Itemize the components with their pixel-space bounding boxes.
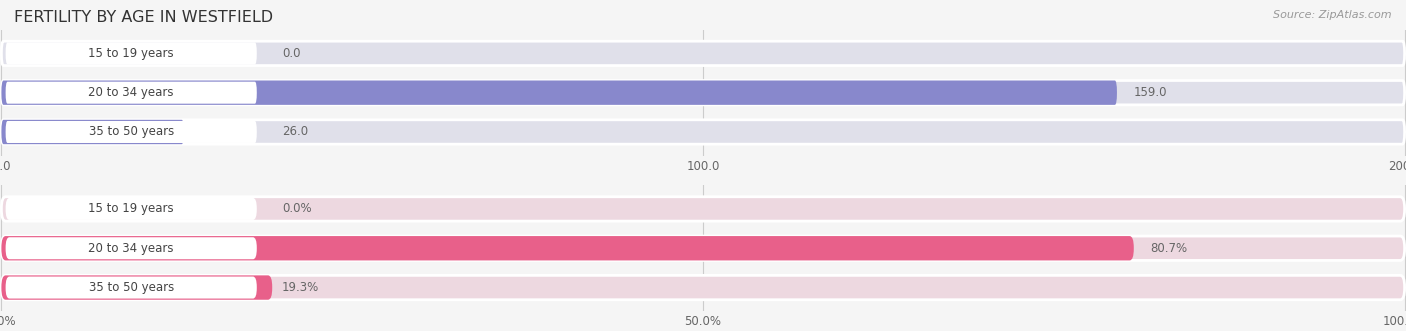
- Text: 159.0: 159.0: [1133, 86, 1167, 99]
- FancyBboxPatch shape: [1, 120, 1405, 144]
- FancyBboxPatch shape: [1, 275, 1405, 300]
- Text: 15 to 19 years: 15 to 19 years: [89, 203, 174, 215]
- FancyBboxPatch shape: [1, 236, 1133, 260]
- Text: 20 to 34 years: 20 to 34 years: [89, 242, 174, 255]
- FancyBboxPatch shape: [1, 275, 273, 300]
- Text: 0.0%: 0.0%: [283, 203, 312, 215]
- Text: 15 to 19 years: 15 to 19 years: [89, 47, 174, 60]
- FancyBboxPatch shape: [1, 80, 1116, 105]
- FancyBboxPatch shape: [1, 236, 1405, 260]
- FancyBboxPatch shape: [6, 121, 257, 143]
- FancyBboxPatch shape: [6, 277, 257, 299]
- FancyBboxPatch shape: [6, 82, 257, 104]
- Text: 80.7%: 80.7%: [1150, 242, 1188, 255]
- FancyBboxPatch shape: [6, 237, 257, 259]
- Text: 20 to 34 years: 20 to 34 years: [89, 86, 174, 99]
- Text: 26.0: 26.0: [283, 125, 308, 138]
- FancyBboxPatch shape: [1, 197, 1405, 221]
- FancyBboxPatch shape: [1, 80, 1405, 105]
- FancyBboxPatch shape: [1, 120, 184, 144]
- Text: Source: ZipAtlas.com: Source: ZipAtlas.com: [1274, 10, 1392, 20]
- Text: 35 to 50 years: 35 to 50 years: [89, 125, 174, 138]
- Text: 19.3%: 19.3%: [283, 281, 319, 294]
- Text: 0.0: 0.0: [283, 47, 301, 60]
- FancyBboxPatch shape: [6, 198, 257, 220]
- FancyBboxPatch shape: [1, 41, 1405, 66]
- FancyBboxPatch shape: [6, 42, 257, 64]
- Text: FERTILITY BY AGE IN WESTFIELD: FERTILITY BY AGE IN WESTFIELD: [14, 10, 273, 25]
- Text: 35 to 50 years: 35 to 50 years: [89, 281, 174, 294]
